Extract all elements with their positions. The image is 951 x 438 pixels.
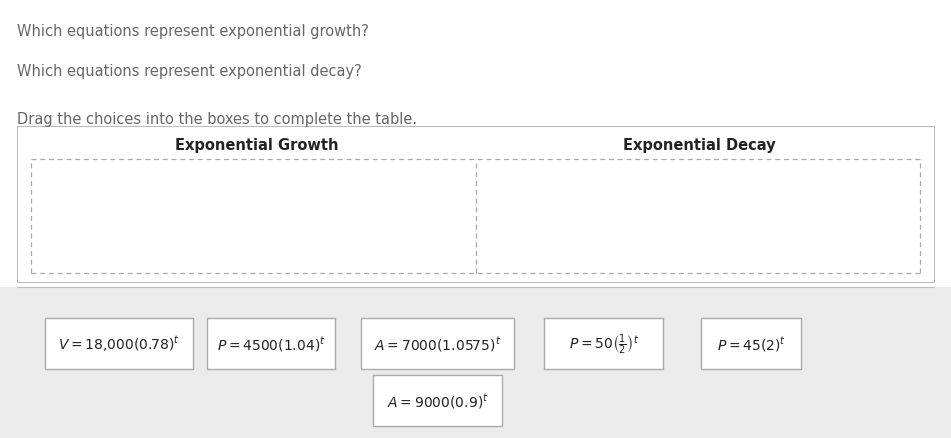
Text: $A = 7000(1.0575)^{t}$: $A = 7000(1.0575)^{t}$ [374,335,501,353]
Text: $A = 9000(0.9)^{t}$: $A = 9000(0.9)^{t}$ [387,392,488,410]
Text: Exponential Growth: Exponential Growth [175,138,339,153]
Text: $P = 45(2)^{t}$: $P = 45(2)^{t}$ [717,335,786,353]
Text: $V = 18{,}000(0.78)^{t}$: $V = 18{,}000(0.78)^{t}$ [58,334,180,353]
Text: $P = 50\left(\frac{1}{2}\right)^{t}$: $P = 50\left(\frac{1}{2}\right)^{t}$ [569,332,639,356]
Text: Exponential Decay: Exponential Decay [623,138,775,153]
Text: Drag the choices into the boxes to complete the table.: Drag the choices into the boxes to compl… [17,112,417,127]
Text: Which equations represent exponential growth?: Which equations represent exponential gr… [17,24,369,39]
Text: Which equations represent exponential decay?: Which equations represent exponential de… [17,64,362,78]
Text: $P = 4500(1.04)^{t}$: $P = 4500(1.04)^{t}$ [217,335,325,353]
